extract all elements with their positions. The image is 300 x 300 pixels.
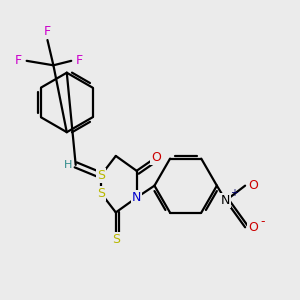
Text: H: H [64,160,73,170]
Text: O: O [248,179,258,192]
Text: S: S [97,187,105,200]
Text: O: O [151,151,161,164]
Text: S: S [97,169,105,182]
Text: F: F [44,25,51,38]
Text: S: S [112,233,120,246]
Text: -: - [261,215,265,228]
Text: +: + [230,188,238,198]
Text: O: O [248,221,258,234]
Text: F: F [15,54,22,67]
Text: N: N [221,194,230,207]
Text: F: F [76,54,83,67]
Text: N: N [132,191,141,204]
